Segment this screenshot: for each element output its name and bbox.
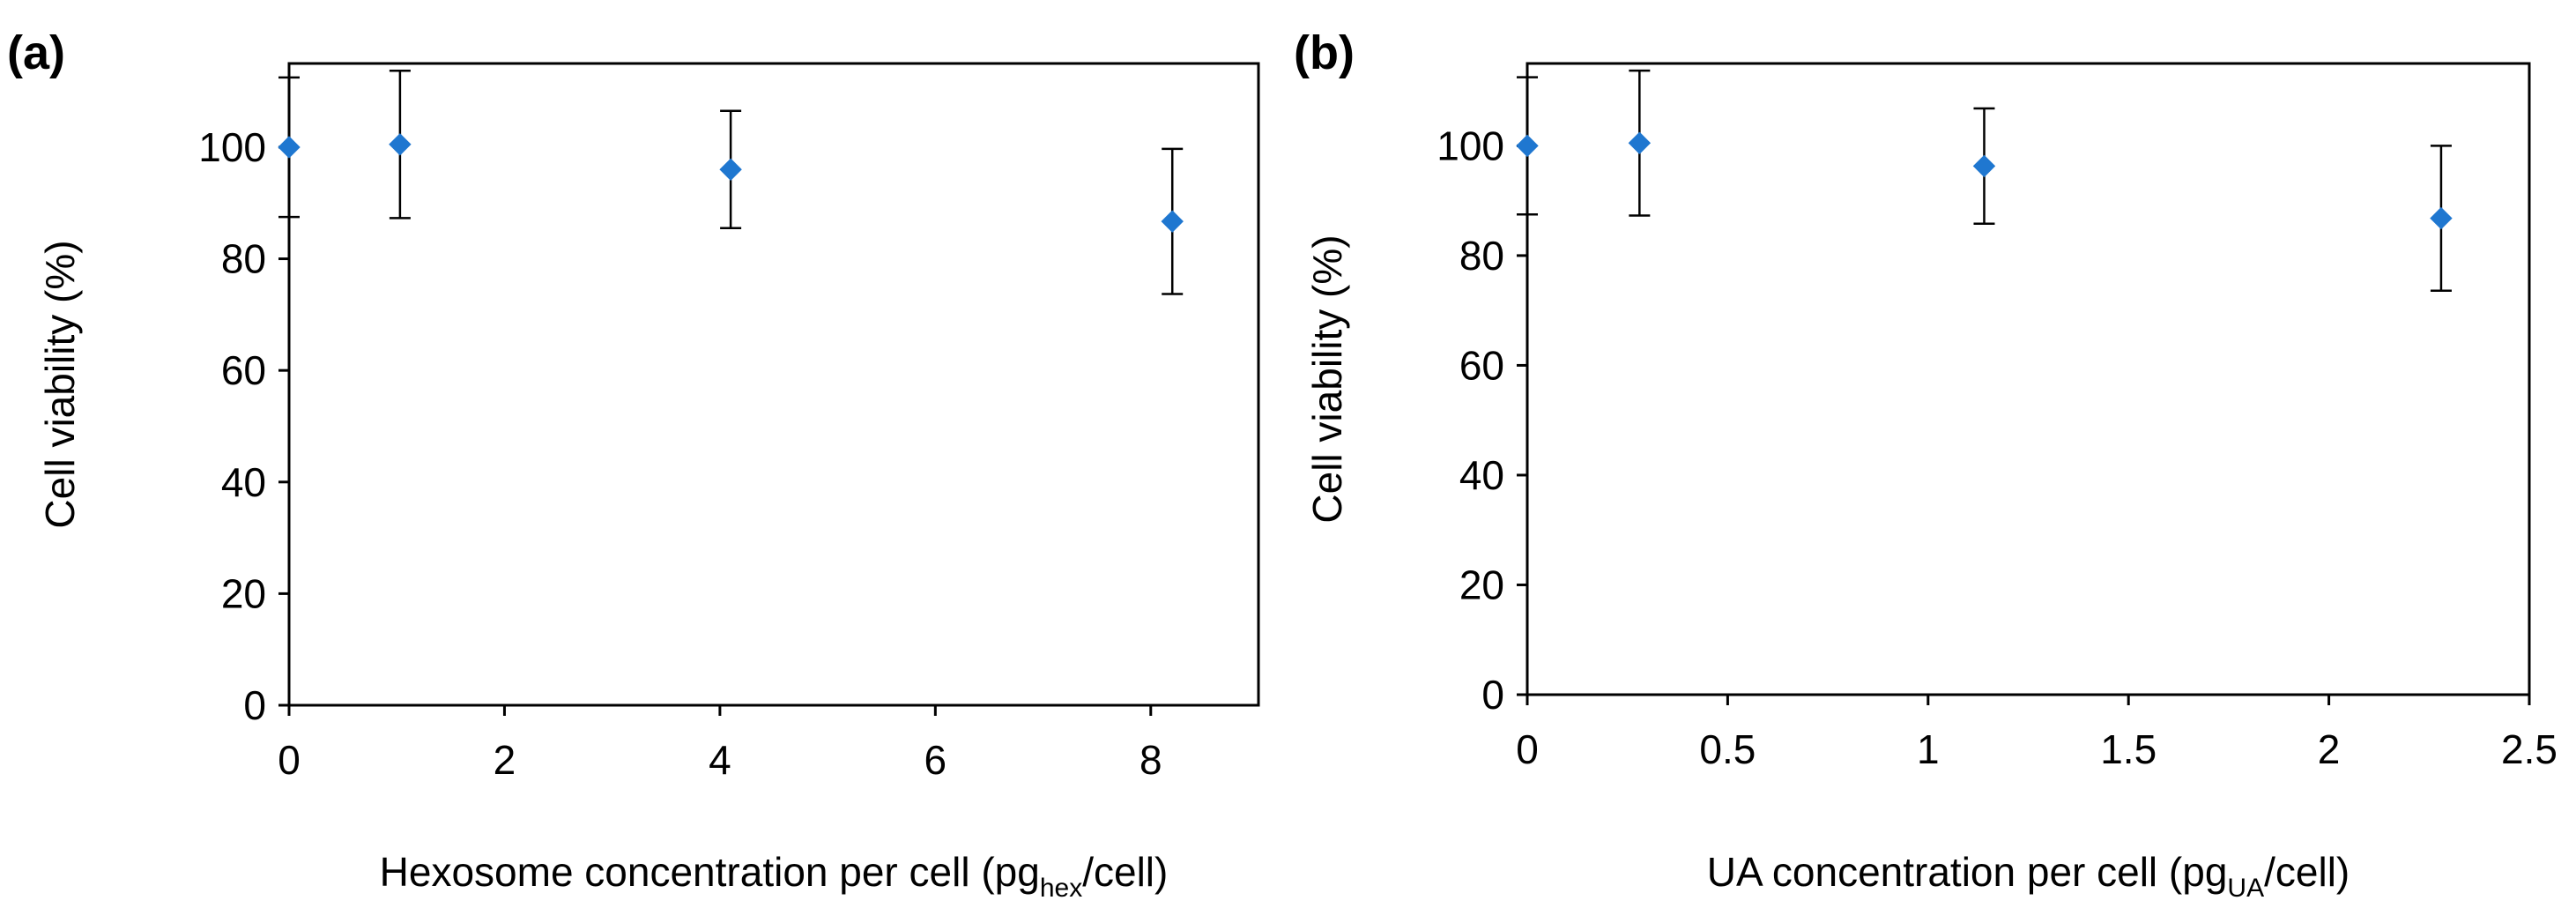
- data-point: [389, 133, 412, 156]
- panel-label: (a): [7, 26, 65, 79]
- y-tick-label: 80: [221, 236, 266, 282]
- x-tick-label: 2: [494, 737, 516, 783]
- y-tick-label: 60: [221, 347, 266, 393]
- x-tick-label: 4: [709, 737, 731, 783]
- y-tick-label: 40: [1459, 452, 1504, 498]
- y-axis-title: Cell viability (%): [1304, 234, 1350, 523]
- x-axis-title-subscript: hex: [1040, 874, 1082, 903]
- x-axis-title-prefix: UA concentration per cell (pg: [1707, 849, 2228, 895]
- panel-label: (b): [1294, 26, 1355, 79]
- x-tick-label: 0.5: [1699, 726, 1756, 772]
- y-tick-label: 80: [1459, 233, 1504, 279]
- x-tick-label: 6: [924, 737, 947, 783]
- data-point: [1516, 134, 1539, 158]
- x-axis-title: Hexosome concentration per cell (pghex/c…: [380, 849, 1169, 903]
- data-point: [719, 158, 742, 181]
- x-axis-title-prefix: Hexosome concentration per cell (pg: [380, 849, 1040, 895]
- y-tick-label: 20: [1459, 562, 1504, 607]
- y-tick-label: 100: [1436, 123, 1504, 168]
- y-tick-label: 0: [1481, 672, 1504, 718]
- y-tick-label: 100: [198, 124, 266, 170]
- chart-panel-a: (a) 0 20 40 60 80 100 0 2 4 6 8 Cell viability (%) He…: [7, 26, 1260, 903]
- x-axis-title-suffix: /cell): [1082, 849, 1168, 895]
- data-point: [1972, 154, 1996, 178]
- plot-frame: [1526, 62, 2531, 696]
- x-tick-label: 0: [278, 737, 301, 783]
- x-axis-title-subscript: UA: [2227, 874, 2264, 903]
- y-tick-label: 40: [221, 459, 266, 505]
- chart-panel-b: (b) 0 20 40 60 80 100 0 0.5 1 1.5 2 2.5 Cell viabilit…: [1294, 26, 2557, 903]
- x-tick-label: 1: [1917, 726, 1940, 772]
- y-tick-label: 0: [243, 682, 266, 728]
- y-tick-label: 20: [221, 570, 266, 616]
- data-point: [2430, 206, 2453, 230]
- x-tick-label: 2: [2318, 726, 2341, 772]
- x-tick-label: 0: [1516, 726, 1539, 772]
- x-tick-label: 1.5: [2100, 726, 2157, 772]
- data-point: [1161, 210, 1184, 233]
- plot-frame: [287, 62, 1260, 707]
- x-tick-label: 2.5: [2501, 726, 2557, 772]
- y-axis-title: Cell viability (%): [37, 240, 83, 528]
- data-point: [1628, 131, 1652, 154]
- x-tick-label: 8: [1140, 737, 1162, 783]
- x-axis-title: UA concentration per cell (pgUA/cell): [1707, 849, 2350, 903]
- x-axis-title-suffix: /cell): [2264, 849, 2350, 895]
- data-point: [278, 136, 301, 159]
- y-tick-label: 60: [1459, 342, 1504, 388]
